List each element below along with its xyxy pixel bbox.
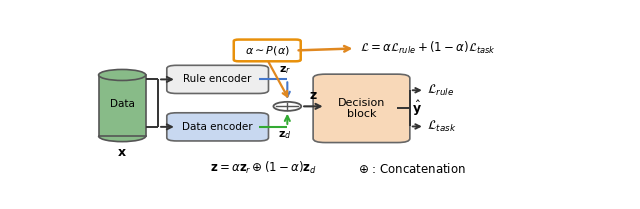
FancyBboxPatch shape xyxy=(313,74,410,143)
Text: $\mathbf{z}_r$: $\mathbf{z}_r$ xyxy=(279,65,291,76)
Polygon shape xyxy=(99,75,146,136)
Ellipse shape xyxy=(99,131,146,142)
Text: $\hat{\mathbf{y}}$: $\hat{\mathbf{y}}$ xyxy=(412,99,422,118)
FancyBboxPatch shape xyxy=(167,65,269,93)
Text: $\mathbf{z}$: $\mathbf{z}$ xyxy=(309,89,317,102)
Text: Data: Data xyxy=(109,99,134,109)
Text: Data encoder: Data encoder xyxy=(182,122,253,132)
Text: $\oplus$ : Concatenation: $\oplus$ : Concatenation xyxy=(358,162,466,176)
Text: Decision
block: Decision block xyxy=(338,98,385,119)
Text: Rule encoder: Rule encoder xyxy=(184,74,252,84)
FancyBboxPatch shape xyxy=(234,40,301,61)
Text: $\mathbf{z} = \alpha\mathbf{z}_r \oplus (1-\alpha)\mathbf{z}_d$: $\mathbf{z} = \alpha\mathbf{z}_r \oplus … xyxy=(210,160,317,176)
Text: $\mathcal{L}_{rule}$: $\mathcal{L}_{rule}$ xyxy=(428,83,454,98)
Text: $\mathcal{L} = \alpha\mathcal{L}_{rule} + (1-\alpha)\mathcal{L}_{task}$: $\mathcal{L} = \alpha\mathcal{L}_{rule} … xyxy=(360,40,496,56)
FancyBboxPatch shape xyxy=(167,113,269,141)
Circle shape xyxy=(273,102,301,111)
Ellipse shape xyxy=(99,69,146,80)
Text: $\alpha \sim P(\alpha)$: $\alpha \sim P(\alpha)$ xyxy=(245,44,290,57)
Text: $\mathcal{L}_{task}$: $\mathcal{L}_{task}$ xyxy=(428,119,457,134)
Text: $\mathbf{z}_d$: $\mathbf{z}_d$ xyxy=(278,129,292,141)
Text: $\mathbf{x}$: $\mathbf{x}$ xyxy=(117,146,127,159)
